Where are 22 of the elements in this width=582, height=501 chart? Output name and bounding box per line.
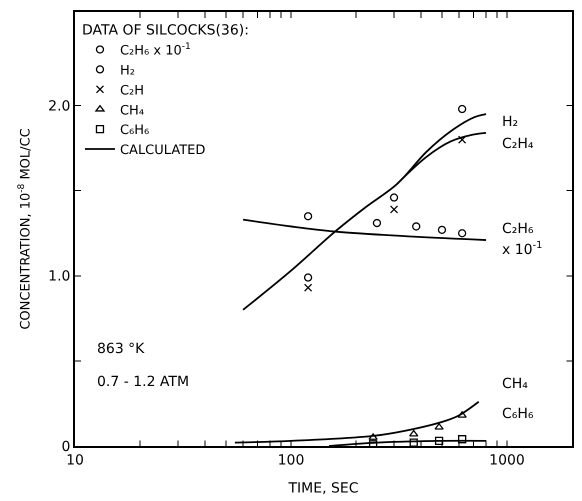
y-tick-label: 1.0 <box>48 268 70 285</box>
annotation: 0.7 - 1.2 ATM <box>97 374 190 390</box>
y-tick-label: 0 <box>62 438 70 455</box>
x-axis-title: TIME, SEC <box>287 480 359 496</box>
legend-title: DATA OF SILCOCKS(36): <box>82 22 249 39</box>
x-tick-label: 100 <box>278 452 304 469</box>
y-tick-label: 2.0 <box>48 98 70 115</box>
legend-label: C₂H <box>120 83 144 98</box>
annotation: H₂ <box>502 114 518 130</box>
annotation: C₂H₄ <box>502 136 534 152</box>
legend-label: CH₄ <box>120 103 144 118</box>
x-tick-label: 1000 <box>489 452 525 469</box>
legend-label: CALCULATED <box>120 143 206 158</box>
legend-label: H₂ <box>120 63 135 78</box>
legend-label: C₆H₆ <box>120 123 150 138</box>
x-tick-label: 10 <box>66 452 84 469</box>
annotation: x 10$^{-1}$ <box>502 240 542 258</box>
annotation: 863 °K <box>97 341 146 357</box>
annotation: C₂H₆ <box>502 221 534 237</box>
annotation: C₆H₆ <box>502 406 534 422</box>
legend-label: C₂H₆ x 10$^{-1}$ <box>120 42 191 59</box>
annotation: CH₄ <box>502 376 528 392</box>
